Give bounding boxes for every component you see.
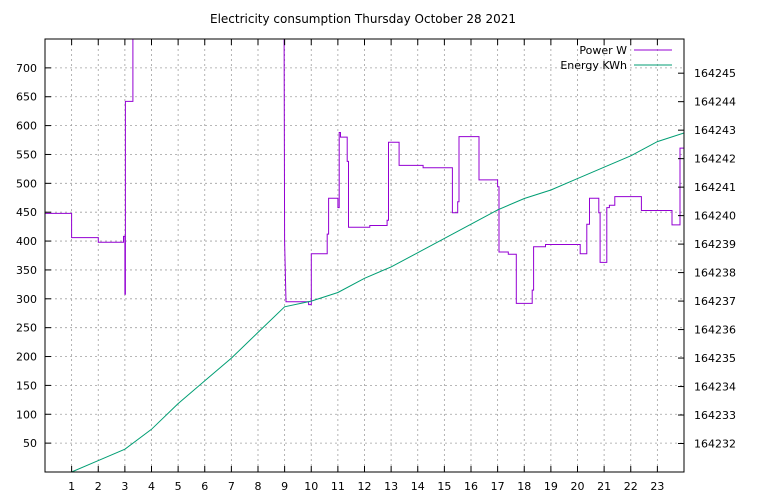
ticks: 1 2 3 4 5 6 7 8 9 10 11 12 13 14 15 16 17 18 19 20 21 22 23501… [16, 39, 736, 493]
y-tick-label: 500 [16, 177, 37, 190]
y2-tick-label: 164232 [694, 438, 736, 451]
y-tick-label: 650 [16, 91, 37, 104]
x-tick-label: 14 [411, 480, 425, 493]
legend-label-energy-kwh: Energy KWh [560, 59, 627, 72]
x-tick-label: 3 [121, 480, 128, 493]
series-layer [45, 39, 684, 472]
y2-tick-label: 164244 [694, 96, 736, 109]
x-tick-label: 7 [228, 480, 235, 493]
y2-tick-label: 164240 [694, 210, 736, 223]
y-tick-label: 100 [16, 408, 37, 421]
y-tick-label: 200 [16, 351, 37, 364]
y-tick-label: 350 [16, 264, 37, 277]
y-tick-label: 700 [16, 62, 37, 75]
x-tick-label: 17 [491, 480, 505, 493]
x-tick-label: 2 [95, 480, 102, 493]
y-tick-label: 250 [16, 322, 37, 335]
y-tick-label: 450 [16, 206, 37, 219]
y2-tick-label: 164235 [694, 352, 736, 365]
chart-title: Electricity consumption Thursday October… [210, 12, 516, 26]
y2-tick-label: 164236 [694, 324, 736, 337]
x-tick-label: 18 [517, 480, 531, 493]
x-tick-label: 12 [358, 480, 372, 493]
y-tick-label: 600 [16, 120, 37, 133]
x-tick-label: 23 [650, 480, 664, 493]
x-tick-label: 22 [624, 480, 638, 493]
y2-tick-label: 164238 [694, 267, 736, 280]
x-tick-label: 16 [464, 480, 478, 493]
y2-tick-label: 164243 [694, 124, 736, 137]
y-tick-label: 300 [16, 293, 37, 306]
x-tick-label: 10 [304, 480, 318, 493]
x-tick-label: 8 [255, 480, 262, 493]
x-tick-label: 1 [68, 480, 75, 493]
y-tick-label: 550 [16, 148, 37, 161]
legend: Power W Energy KWh [560, 44, 672, 72]
x-tick-label: 20 [571, 480, 585, 493]
y-tick-label: 400 [16, 235, 37, 248]
y2-tick-label: 164241 [694, 181, 736, 194]
x-tick-label: 11 [331, 480, 345, 493]
x-tick-label: 5 [175, 480, 182, 493]
y2-tick-label: 164242 [694, 153, 736, 166]
series-line-power-w [45, 39, 684, 306]
y2-tick-label: 164233 [694, 409, 736, 422]
x-tick-label: 9 [281, 480, 288, 493]
x-tick-label: 13 [384, 480, 398, 493]
x-tick-label: 6 [201, 480, 208, 493]
legend-label-power-w: Power W [579, 44, 627, 57]
x-tick-label: 15 [437, 480, 451, 493]
x-tick-label: 4 [148, 480, 155, 493]
y-tick-label: 50 [23, 437, 37, 450]
y2-tick-label: 164239 [694, 238, 736, 251]
x-tick-label: 21 [597, 480, 611, 493]
y-tick-label: 150 [16, 379, 37, 392]
y2-tick-label: 164237 [694, 295, 736, 308]
grid [45, 39, 684, 472]
series-line-energy-kwh [71, 132, 684, 472]
plot-frame [44, 38, 685, 473]
y2-tick-label: 164245 [694, 67, 736, 80]
x-tick-label: 19 [544, 480, 558, 493]
y2-tick-label: 164234 [694, 381, 736, 394]
